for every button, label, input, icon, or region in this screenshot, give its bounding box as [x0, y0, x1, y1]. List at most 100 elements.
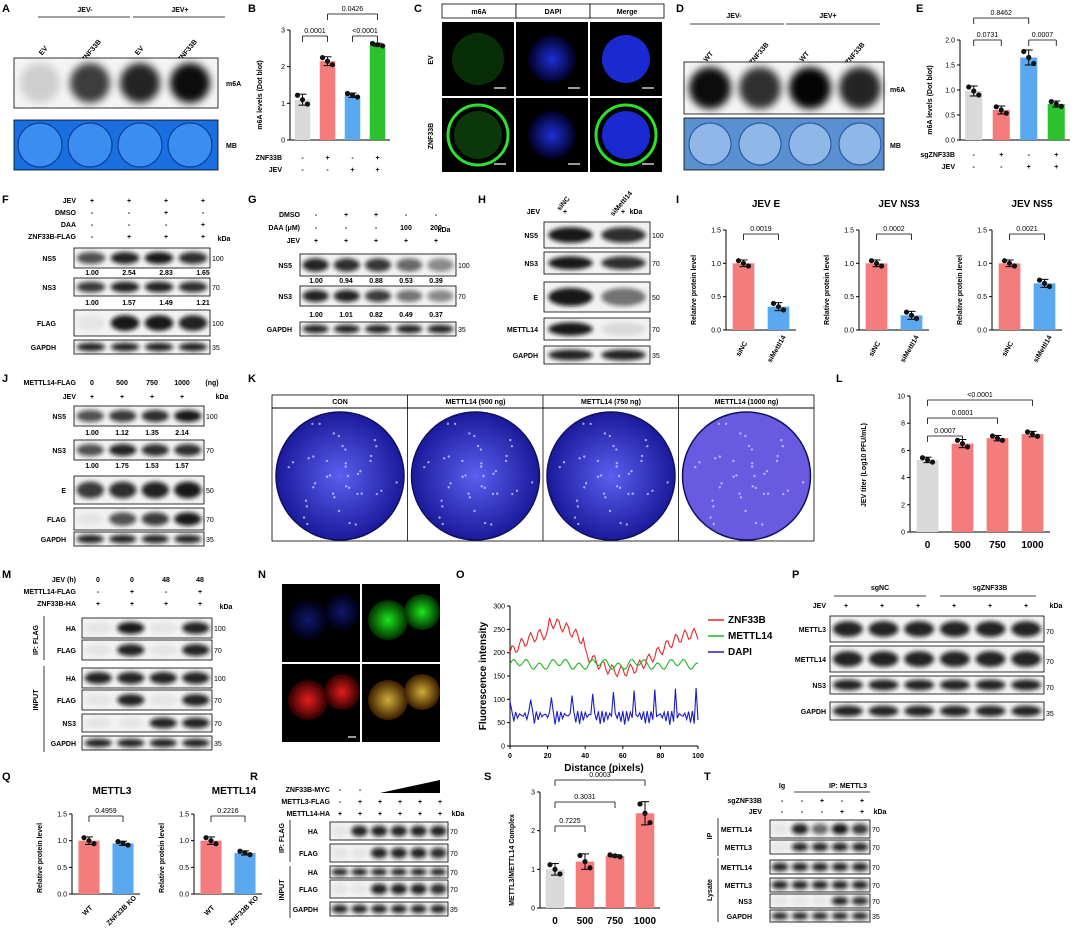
B-sign: -	[351, 155, 354, 162]
blot-band	[832, 621, 863, 637]
K-plaque	[599, 474, 603, 477]
J-blot-label: NS3	[52, 448, 66, 455]
I-dot	[1041, 280, 1048, 286]
G-sign: 200	[430, 225, 442, 232]
N-cell	[368, 600, 408, 640]
M-blot	[81, 713, 213, 733]
S-p-value: 0.0003	[589, 772, 611, 779]
blot-band	[84, 717, 112, 729]
T-sign: +	[860, 798, 864, 805]
T-ip-side-label: IP	[707, 832, 714, 839]
K-plaque	[735, 474, 738, 477]
K-plaque	[596, 459, 600, 463]
M-input-label: INPUT	[33, 689, 40, 711]
blot-band	[851, 880, 869, 890]
blot-band	[831, 880, 849, 890]
blot-band	[548, 227, 593, 243]
E-dot	[1026, 54, 1032, 61]
I-dot	[878, 263, 885, 269]
blot-band	[868, 621, 899, 637]
S-dot	[612, 853, 618, 859]
blot-band	[331, 847, 349, 859]
K-plaque	[461, 475, 464, 478]
blot-band	[178, 315, 208, 331]
E-sign: +	[999, 152, 1003, 159]
K-plaque	[615, 465, 618, 468]
T-sign: +	[820, 798, 824, 805]
blot-band	[331, 883, 349, 895]
blot-band	[370, 847, 388, 859]
K-plaque	[709, 516, 712, 519]
P-blot	[829, 645, 1045, 673]
K-plaque	[627, 472, 631, 476]
B-dot	[344, 90, 351, 97]
T-mw-marker: 35	[872, 914, 880, 921]
O-tick-label: 0	[501, 744, 505, 751]
blot-band	[174, 410, 202, 422]
K-plaque	[480, 485, 483, 488]
K-plaque	[449, 482, 452, 485]
G-sign: +	[374, 238, 378, 245]
K-plaque	[287, 465, 290, 469]
F-blot-label: NS5	[42, 256, 56, 263]
C-col-label: DAPI	[545, 9, 562, 16]
L-dot	[994, 435, 1001, 441]
Q-y-axis-label: Relative protein level	[37, 823, 44, 893]
C-nucleus	[528, 35, 576, 83]
K-plaque	[347, 486, 351, 490]
J-quant: 1.12	[115, 430, 129, 437]
K-plate	[681, 411, 812, 541]
A-m6a-label: m6A	[226, 81, 241, 88]
A-mb-dot	[167, 122, 213, 168]
R-mw-marker: 35	[450, 907, 458, 914]
blot-band	[429, 868, 447, 876]
O-tick-label: 0	[508, 753, 512, 760]
T-blot-label: NS3	[738, 899, 752, 906]
C-row-label: EV	[428, 55, 435, 65]
K-plaque	[739, 432, 742, 435]
blot-band	[831, 862, 849, 872]
P-sign: +	[916, 603, 920, 610]
Q-tick-label: 0.5	[179, 865, 189, 872]
M-mw-marker: 35	[214, 741, 222, 748]
B-tick-label: 3	[281, 28, 285, 35]
K-plaque	[479, 465, 483, 468]
F-sign: +	[164, 234, 168, 241]
K-plaque	[604, 496, 607, 499]
K-plaque	[801, 481, 805, 484]
K-plaque	[630, 470, 633, 473]
E-bar	[1020, 57, 1038, 140]
M-mw-marker: 100	[214, 676, 226, 683]
I-x-label: siNC	[735, 341, 749, 358]
K-plaque	[738, 492, 741, 495]
C-col-label: m6A	[471, 9, 486, 16]
K-plaque	[375, 444, 378, 448]
H-mw-marker: 100	[652, 233, 664, 240]
K-plaque	[369, 459, 372, 463]
Q-x-label: WT	[204, 904, 217, 917]
blot-band	[939, 621, 970, 637]
K-plaque	[753, 474, 756, 478]
T-sign: -	[801, 798, 804, 805]
blot-band	[149, 622, 177, 634]
F-mw-marker: 70	[212, 285, 220, 292]
I-dot	[1036, 277, 1043, 283]
R-mw-marker: 70	[450, 887, 458, 894]
O-legend-label: DAPI	[728, 647, 752, 658]
F-blot-label: GAPDH	[31, 345, 56, 352]
G-blot-label: GAPDH	[267, 327, 292, 334]
S-bar	[575, 861, 595, 908]
I-tick-label: 1.0	[711, 261, 721, 268]
blot-band	[429, 825, 447, 837]
I-tick-label: 1.0	[977, 261, 987, 268]
Q-x-label: ZNF33B KO	[106, 894, 139, 927]
blot-band	[904, 621, 935, 637]
K-plaque	[576, 505, 580, 508]
B-sign: -	[301, 155, 304, 162]
T-mw-marker: 70	[872, 865, 880, 872]
L-dot	[999, 437, 1006, 443]
B-row-label: JEV	[269, 167, 283, 174]
Q-chart-title: METTL14	[212, 786, 257, 797]
J-value: 500	[116, 380, 128, 387]
blot-band	[851, 862, 869, 872]
